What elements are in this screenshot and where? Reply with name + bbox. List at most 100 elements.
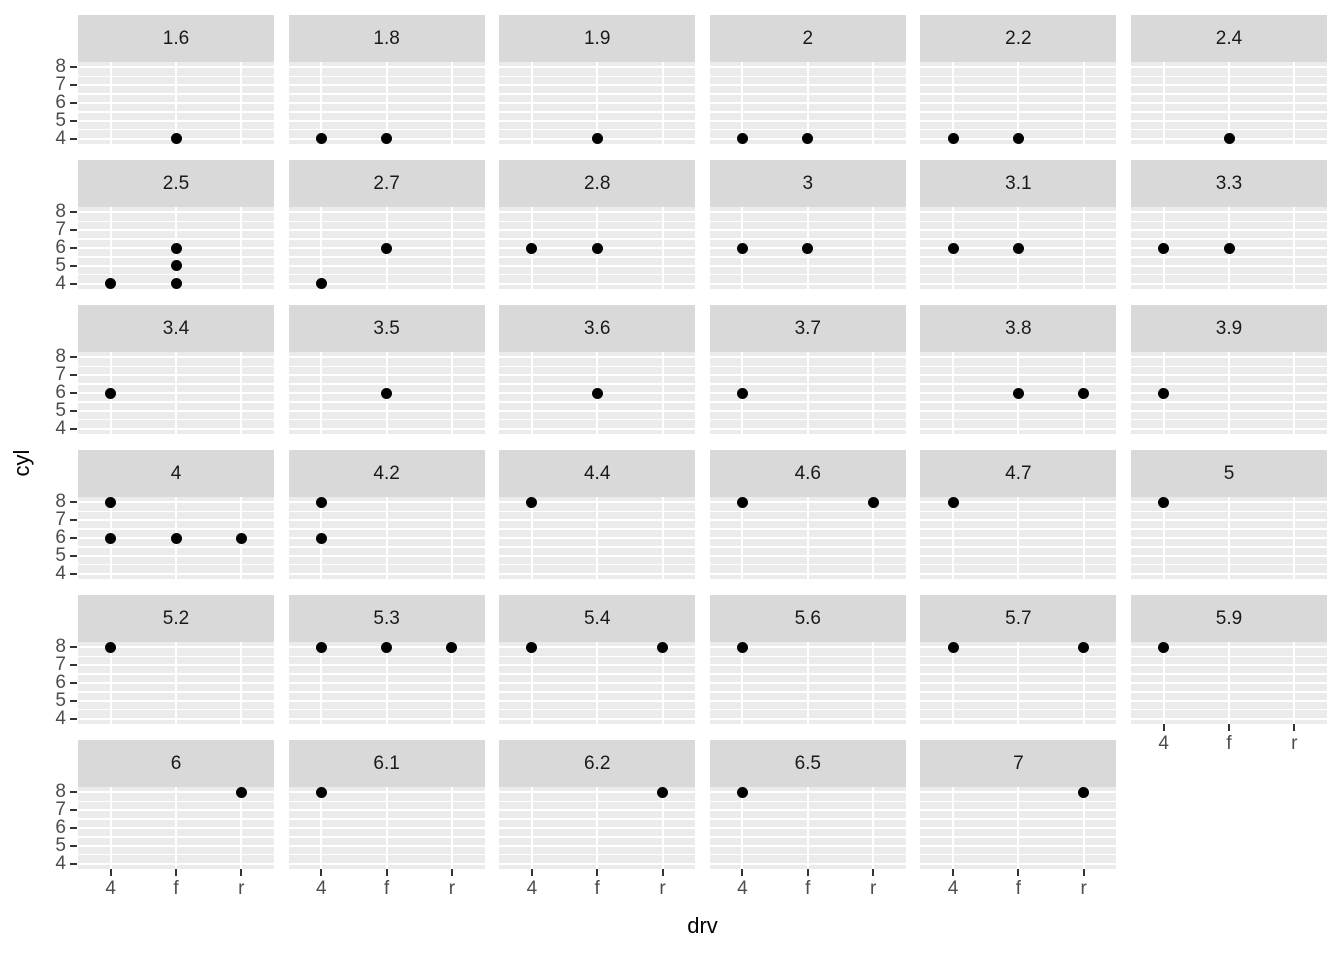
facet-strip-label: 3.3: [1215, 173, 1243, 194]
data-point: [657, 787, 669, 798]
data-point: [381, 642, 393, 653]
facet-strip-label: 3.7: [794, 318, 821, 339]
facet-strip-label: 4: [170, 463, 182, 484]
gridline-major-vertical: [952, 497, 955, 579]
gridline-major-vertical: [240, 207, 243, 289]
y-axis-tick-label: 4: [55, 707, 66, 729]
y-axis-tick-label: 7: [55, 509, 66, 531]
gridline-major-vertical: [240, 642, 243, 724]
facet-strip-label: 3.4: [162, 318, 190, 339]
y-axis-tick-label: 8: [55, 201, 66, 223]
gridline-major-vertical: [806, 352, 809, 434]
gridline-major-vertical: [872, 787, 875, 869]
y-axis-tick-label: 6: [55, 237, 66, 258]
y-axis-tick: [70, 791, 77, 794]
facet-panel: [78, 787, 274, 869]
facet-panel: [920, 787, 1117, 869]
facet-panel: [709, 787, 906, 869]
facet-strip-label: 5.2: [162, 608, 190, 629]
facet-strip-label: 5.6: [794, 608, 821, 629]
y-axis-tick-label: 4: [55, 272, 66, 294]
facet-strip-label: 1.9: [583, 28, 611, 49]
facet-strip: 3.4: [78, 305, 274, 352]
facet-panel: [288, 352, 485, 434]
gridline-major-vertical: [741, 62, 744, 144]
facet-strip-label: 5.3: [373, 608, 400, 629]
gridline-major-vertical: [1293, 497, 1296, 579]
facet-panel: [78, 642, 274, 724]
y-axis-tick: [70, 844, 77, 847]
gridline-major-vertical: [1082, 62, 1085, 144]
y-axis-tick: [70, 102, 77, 104]
facet-panel: [920, 497, 1117, 579]
gridline-major-vertical: [596, 497, 599, 579]
y-axis-tick: [70, 554, 77, 557]
y-axis-tick: [70, 664, 77, 667]
facet-panel: [920, 352, 1117, 434]
y-axis-tick: [70, 356, 77, 359]
facet-panel: [709, 642, 906, 724]
facet-strip: 5.2: [78, 595, 274, 642]
data-point: [235, 787, 247, 798]
facet-panel: [288, 787, 485, 869]
data-point: [591, 387, 603, 399]
data-point: [381, 387, 393, 399]
facet-strip: 4.6: [709, 450, 906, 497]
y-axis-tick-label: 6: [55, 382, 66, 403]
gridline-major-vertical: [596, 787, 599, 869]
y-axis-tick: [70, 519, 77, 522]
facet-panel: [78, 207, 274, 289]
data-point: [315, 532, 327, 544]
y-axis-tick: [70, 572, 77, 575]
gridline-major-vertical: [240, 352, 243, 434]
facet-strip-label: 5.9: [1215, 608, 1243, 629]
x-axis-tick: [1293, 724, 1296, 731]
x-axis-tick: [741, 869, 744, 876]
facet-strip: 5: [1131, 450, 1327, 497]
data-point: [1158, 497, 1170, 508]
x-axis-tick-label: f: [1015, 878, 1022, 899]
facet-strip: 3.7: [709, 305, 906, 352]
gridline-major-vertical: [1228, 62, 1230, 144]
facet-panel: [709, 352, 906, 434]
gridline-major-vertical: [385, 787, 388, 869]
data-point: [105, 642, 117, 653]
facet-panel: [78, 62, 274, 144]
gridline-major-vertical: [320, 207, 323, 289]
gridline-major-vertical: [175, 352, 177, 434]
data-point: [947, 242, 959, 254]
gridline-major-vertical: [661, 497, 664, 579]
y-axis-tick-label: 7: [55, 799, 66, 821]
gridline-major-vertical: [320, 352, 323, 434]
facet-strip-label: 3.8: [1005, 318, 1032, 339]
data-point: [736, 133, 748, 144]
facet-strip-label: 2.4: [1215, 28, 1243, 49]
facet-strip: 4.7: [920, 450, 1117, 497]
gridline-major-vertical: [872, 207, 875, 289]
y-axis-tick-label: 7: [55, 654, 66, 676]
data-point: [657, 642, 669, 653]
gridline-major-vertical: [450, 207, 453, 289]
y-axis-tick-label: 7: [55, 74, 66, 96]
data-point: [170, 532, 182, 544]
data-point: [1078, 387, 1090, 399]
gridline-major-vertical: [661, 642, 664, 724]
facet-strip: 5.3: [288, 595, 485, 642]
facet-strip: 1.9: [499, 15, 696, 62]
gridline-major-vertical: [450, 497, 453, 579]
x-axis-tick: [530, 869, 533, 876]
facet-panel: [499, 62, 696, 144]
y-axis-tick: [70, 646, 77, 649]
facet-strip: 6.5: [709, 740, 906, 787]
x-axis-tick: [1228, 724, 1230, 731]
x-axis-tick-label: 4: [526, 878, 538, 899]
facet-strip: 5.7: [920, 595, 1117, 642]
y-axis-tick-label: 4: [55, 417, 66, 439]
facet-strip: 4: [78, 450, 274, 497]
gridline-major-vertical: [109, 787, 112, 869]
facet-strip-label: 2.8: [583, 173, 611, 194]
facet-strip-label: 2.2: [1005, 28, 1032, 49]
facet-strip-label: 2.7: [373, 173, 400, 194]
gridline-major-vertical: [320, 642, 323, 724]
facet-panel: [920, 62, 1117, 144]
